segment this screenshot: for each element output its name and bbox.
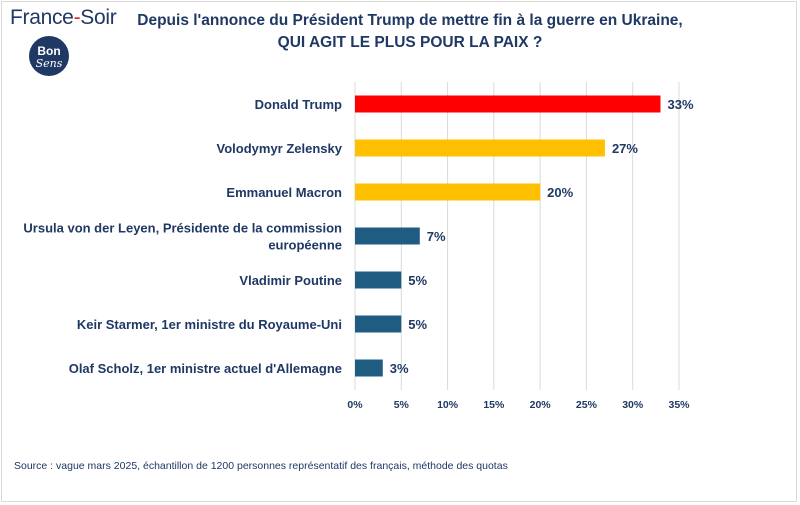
- title-line1: Depuis l'annonce du Président Trump de m…: [137, 12, 683, 29]
- data-label: 7%: [427, 229, 446, 244]
- data-label: 27%: [612, 141, 638, 156]
- bar: [355, 359, 383, 377]
- category-label: européenne: [268, 238, 342, 253]
- category-label: Ursula von der Leyen, Présidente de la c…: [23, 221, 342, 236]
- bar: [355, 95, 661, 113]
- x-tick-label: 15%: [483, 399, 505, 411]
- data-label: 5%: [408, 273, 427, 288]
- data-label: 33%: [667, 97, 693, 112]
- brand-logo: France-Soir: [10, 6, 117, 29]
- category-label: Emmanuel Macron: [226, 185, 342, 200]
- x-tick-label: 0%: [347, 399, 363, 411]
- badge-line1: Bon: [37, 44, 61, 58]
- category-label: Volodymyr Zelensky: [217, 141, 343, 156]
- x-tick-label: 30%: [622, 399, 644, 411]
- category-label: Vladimir Poutine: [239, 273, 342, 288]
- badge-line2: Sens: [35, 57, 63, 70]
- title-line2: QUI AGIT LE PLUS POUR LA PAIX ?: [277, 34, 543, 51]
- chart-title: Depuis l'annonce du Président Trump de m…: [130, 10, 690, 54]
- bar: [355, 271, 402, 289]
- x-tick-label: 25%: [576, 399, 598, 411]
- x-tick-label: 20%: [530, 399, 552, 411]
- source-note: Source : vague mars 2025, échantillon de…: [14, 460, 508, 472]
- category-label: Olaf Scholz, 1er ministre actuel d'Allem…: [69, 361, 342, 376]
- x-tick-label: 35%: [668, 399, 690, 411]
- bar: [355, 315, 402, 333]
- bon-sens-badge: Bon Sens: [29, 36, 69, 76]
- category-label: Donald Trump: [255, 97, 342, 112]
- data-label: 20%: [547, 185, 573, 200]
- x-tick-label: 5%: [394, 399, 410, 411]
- data-label: 5%: [408, 317, 427, 332]
- bar: [355, 227, 420, 245]
- bar: [355, 139, 605, 157]
- x-tick-label: 10%: [437, 399, 459, 411]
- bar: [355, 183, 541, 201]
- category-label: Keir Starmer, 1er ministre du Royaume-Un…: [77, 317, 342, 332]
- data-label: 3%: [390, 361, 409, 376]
